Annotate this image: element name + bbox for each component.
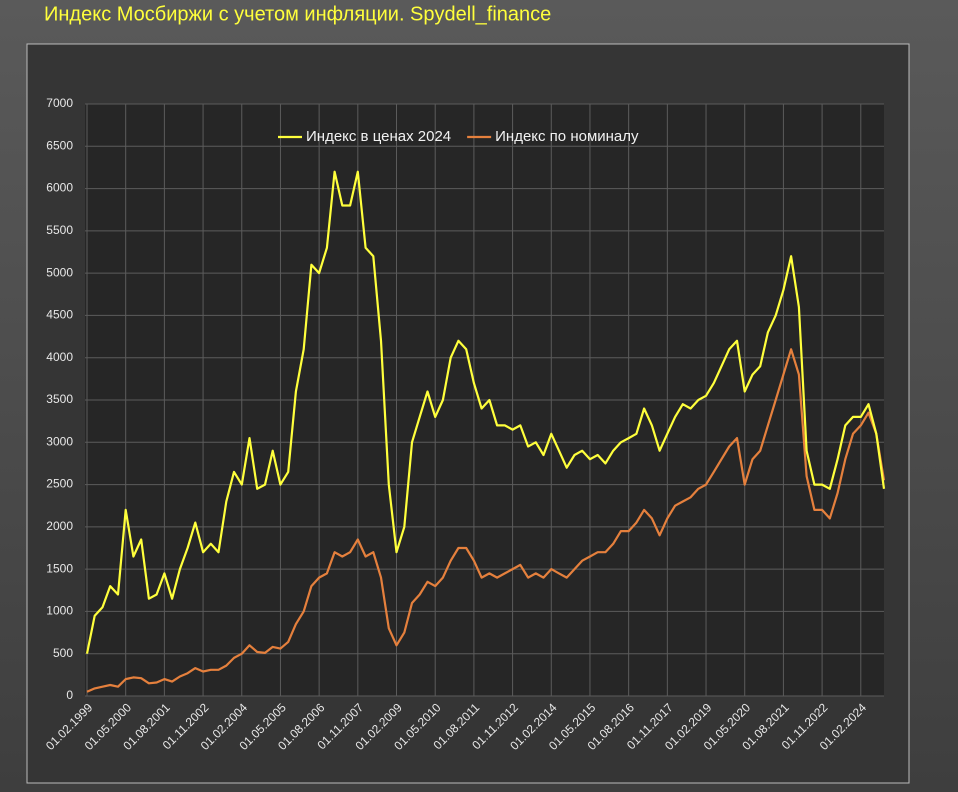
y-tick-label: 4500 xyxy=(46,308,73,322)
y-tick-label: 5500 xyxy=(46,223,73,237)
y-tick-label: 7000 xyxy=(46,96,73,110)
line-series xyxy=(85,170,886,654)
y-tick-label: 6000 xyxy=(46,181,73,195)
y-tick-label: 4000 xyxy=(46,350,73,364)
legend-label: Индекс по номиналу xyxy=(495,128,639,145)
y-tick-label: 2500 xyxy=(46,477,73,491)
y-tick-label: 5000 xyxy=(46,265,73,279)
chart-title: Индекс Мосбиржи с учетом инфляции. Spyde… xyxy=(44,3,551,25)
y-tick-label: 0 xyxy=(66,688,73,702)
y-tick-label: 1500 xyxy=(46,561,73,575)
y-tick-label: 2000 xyxy=(46,519,73,533)
line-series xyxy=(86,348,886,693)
y-tick-label: 500 xyxy=(53,646,73,660)
y-tick-label: 6500 xyxy=(46,138,73,152)
y-tick-label: 1000 xyxy=(46,604,73,618)
y-tick-label: 3500 xyxy=(46,392,73,406)
y-tick-label: 3000 xyxy=(46,434,73,448)
legend-label: Индекс в ценах 2024 xyxy=(306,128,451,145)
